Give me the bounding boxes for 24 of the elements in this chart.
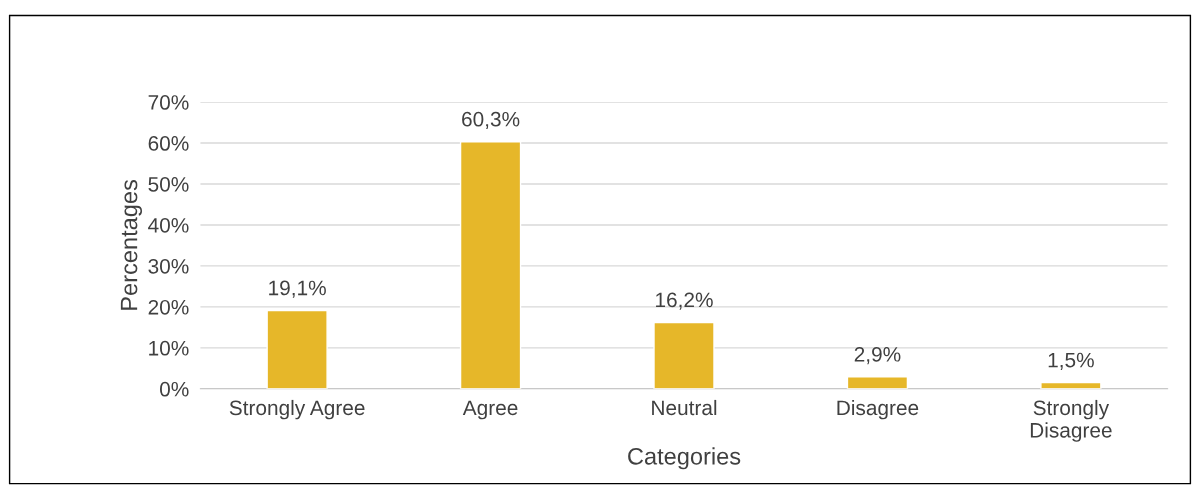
x-tick-label: Strongly Agree [229, 399, 365, 420]
x-tick-label: Neutral [652, 399, 717, 416]
bar [266, 309, 328, 389]
bar [846, 376, 909, 389]
y-axis-title: Percentages [120, 179, 143, 310]
y-tick-label: 0% [159, 381, 189, 397]
x-tick-label: Agree [462, 400, 518, 420]
bar [653, 321, 715, 389]
y-tick-label: 70% [148, 95, 189, 110]
data-label: 1,5% [1048, 352, 1094, 370]
y-tick-label: 40% [148, 217, 189, 233]
data-label: 16,2% [656, 292, 713, 310]
y-tick-label: 20% [148, 299, 189, 315]
x-tick-label: Disagree [837, 399, 919, 420]
y-tick-label: 30% [148, 258, 189, 274]
data-label: 60,3% [462, 111, 520, 130]
y-tick-label: 50% [148, 176, 189, 192]
y-tick-label: 60% [148, 136, 189, 151]
bar [459, 141, 522, 389]
x-tick-label: Strongly Disagree [1030, 399, 1112, 442]
data-label: 19,1% [269, 280, 326, 298]
y-tick-label: 10% [149, 340, 189, 356]
data-label: 2,9% [854, 346, 901, 365]
x-axis-title: Categories [628, 447, 741, 470]
